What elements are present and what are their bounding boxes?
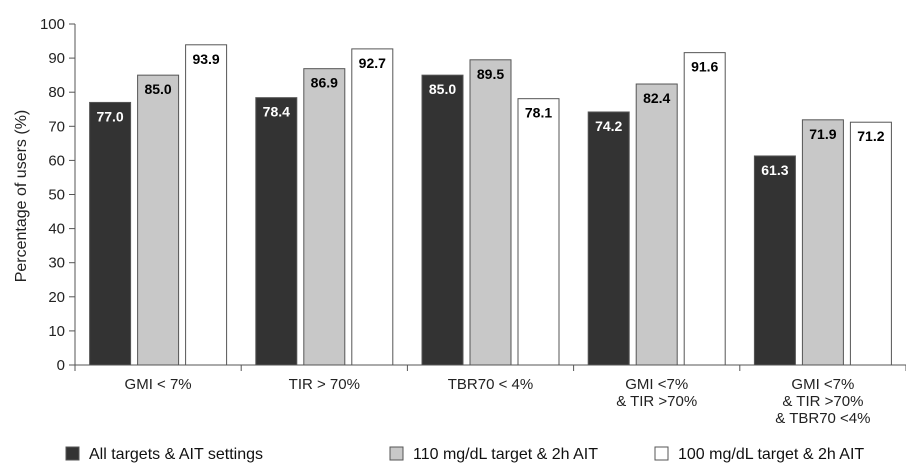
data-label: 85.0 <box>144 81 171 97</box>
y-tick-label: 100 <box>40 16 65 33</box>
data-label: 85.0 <box>429 81 456 97</box>
legend-label: 100 mg/dL target & 2h AIT <box>678 446 864 463</box>
x-category-label: & TIR >70% <box>782 393 863 410</box>
data-label: 89.5 <box>477 66 504 82</box>
y-tick-label: 70 <box>48 118 65 135</box>
legend-label: All targets & AIT settings <box>89 446 263 463</box>
bar <box>635 83 678 366</box>
y-tick-label: 30 <box>48 255 65 272</box>
bar <box>683 52 726 366</box>
legend-swatch <box>389 446 404 461</box>
x-category-label: & TIR >70% <box>616 393 697 410</box>
chart-legend: All targets & AIT settings 110 mg/dL targ… <box>65 446 864 463</box>
chart-bars: 77.0 85.0 93.9 78.4 86.9 92.7 85.0 89.5 78.1 74.2… <box>89 44 892 366</box>
bar <box>517 98 560 366</box>
y-tick-label: 0 <box>57 357 65 374</box>
bar <box>137 74 180 366</box>
data-label: 92.7 <box>359 55 386 71</box>
y-tick-label: 80 <box>48 84 65 101</box>
bar <box>185 44 228 366</box>
x-category-label: GMI <7% <box>625 376 688 393</box>
data-label: 74.2 <box>595 118 622 134</box>
bar <box>421 74 464 366</box>
y-tick-label: 90 <box>48 50 65 67</box>
legend-swatch <box>65 446 80 461</box>
y-axis-label: Percentage of users (%) <box>13 110 30 283</box>
legend-swatch <box>654 446 669 461</box>
data-label: 78.1 <box>525 105 552 121</box>
data-label: 77.0 <box>96 108 123 124</box>
bar <box>801 119 844 366</box>
data-label: 86.9 <box>311 75 338 91</box>
data-label: 71.2 <box>857 128 884 144</box>
data-label: 82.4 <box>643 90 670 106</box>
y-tick-label: 50 <box>48 187 65 204</box>
y-tick-label: 20 <box>48 289 65 306</box>
bar <box>351 48 394 366</box>
y-tick-label: 60 <box>48 152 65 169</box>
data-label: 78.4 <box>263 104 290 120</box>
bar <box>753 155 796 366</box>
x-category-label: & TBR70 <4% <box>775 410 870 427</box>
x-category-label: GMI < 7% <box>125 376 192 393</box>
data-label: 71.9 <box>809 126 836 142</box>
data-label: 91.6 <box>691 59 718 75</box>
data-label: 61.3 <box>761 162 788 178</box>
bar <box>587 111 630 366</box>
y-tick-label: 40 <box>48 221 65 238</box>
x-category-label: TIR > 70% <box>289 376 360 393</box>
bar <box>303 68 346 366</box>
bar <box>849 121 892 366</box>
legend-label: 110 mg/dL target & 2h AIT <box>413 446 598 463</box>
x-category-label: GMI <7% <box>791 376 854 393</box>
y-tick-label: 10 <box>48 323 65 340</box>
data-label: 93.9 <box>192 51 219 67</box>
bar <box>469 59 512 366</box>
bar <box>89 101 132 366</box>
chart-axes: 0 10 20 30 40 50 60 70 80 90 100 GMI < 7% TIR > 70% T… <box>40 16 906 427</box>
bar <box>255 97 298 366</box>
x-category-label: TBR70 < 4% <box>448 376 533 393</box>
